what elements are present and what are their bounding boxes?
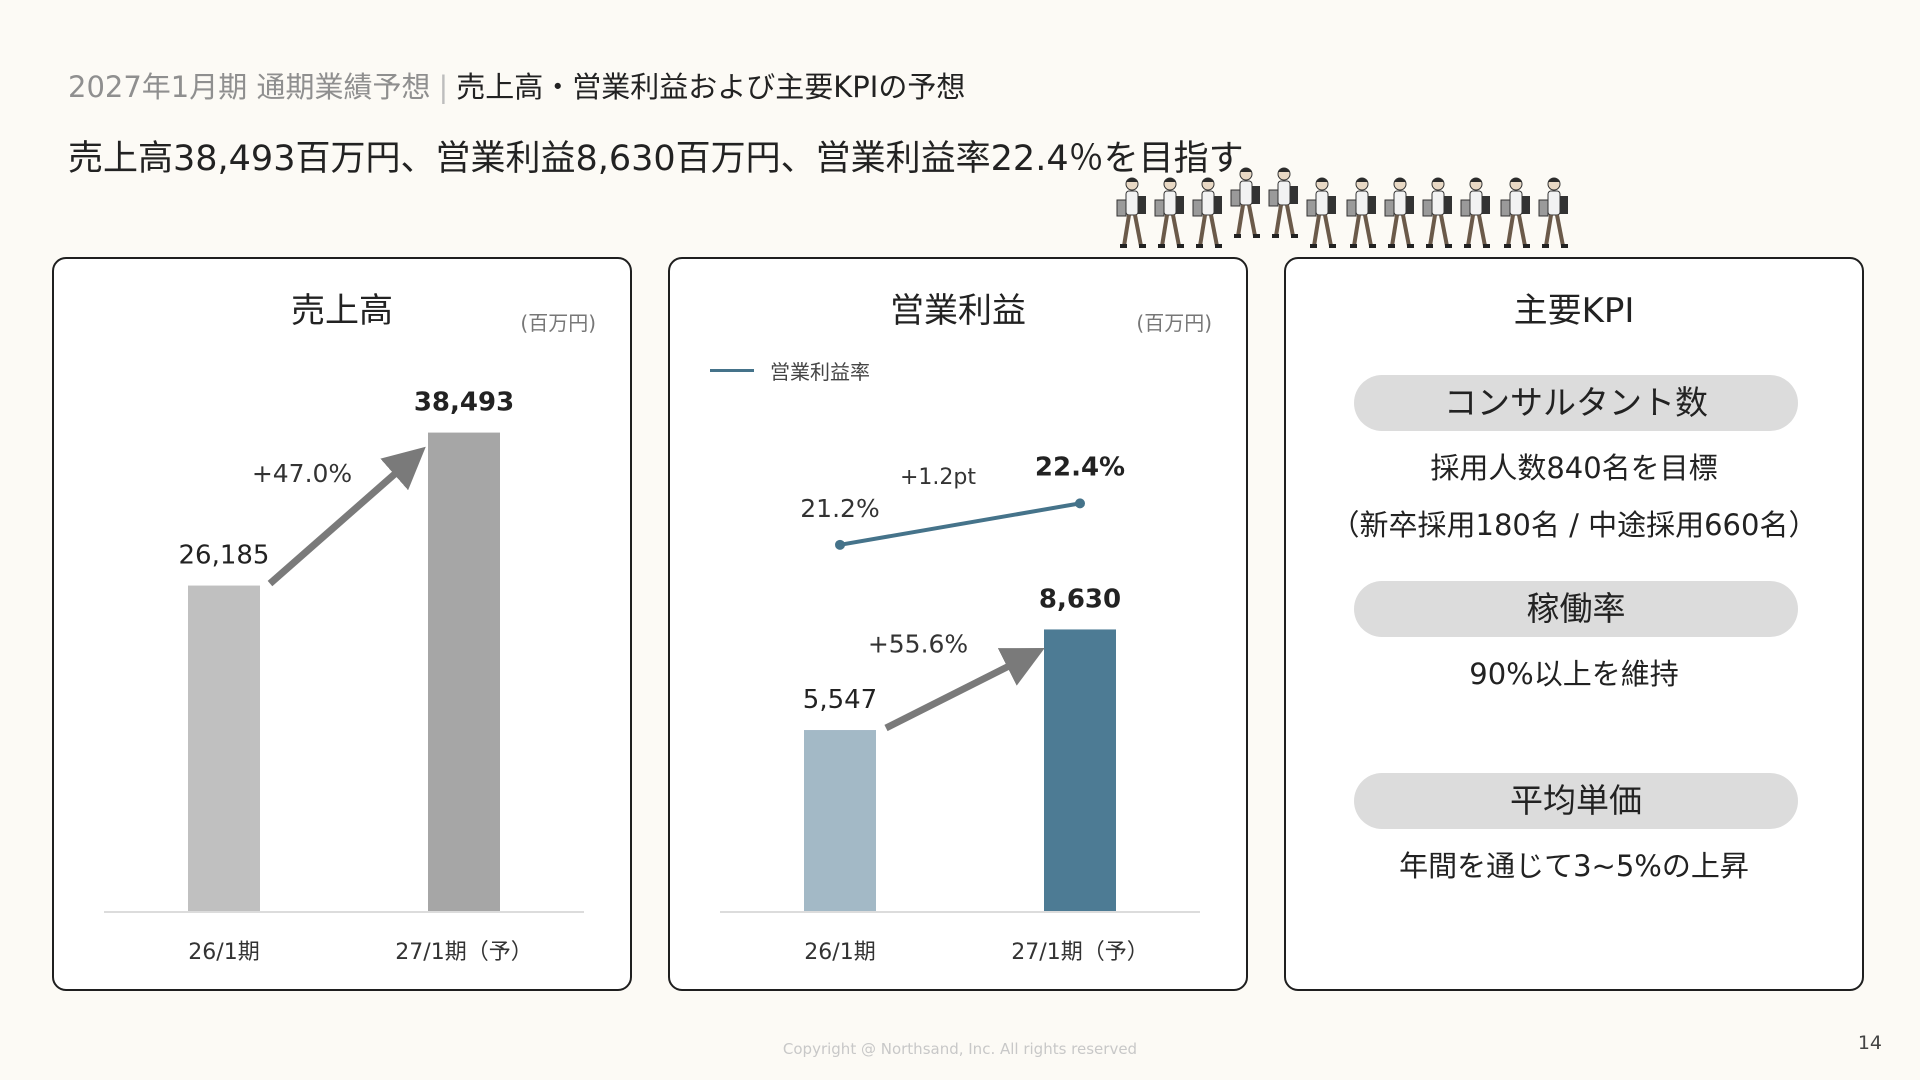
walking-people-illustration xyxy=(1116,167,1568,248)
walking-person-2 xyxy=(1192,177,1222,248)
operating-profit-margin-label-1: 22.4% xyxy=(1035,452,1125,482)
revenue-unit: (百万円) xyxy=(520,311,596,335)
operating-profit-margin-point-0 xyxy=(835,539,845,550)
walking-person-7 xyxy=(1384,177,1414,248)
operating-profit-value-label-0: 5,547 xyxy=(803,685,877,715)
walking-person-10 xyxy=(1500,177,1530,248)
kpi-utilization-line-1: 90%以上を維持 xyxy=(1469,657,1679,691)
operating-profit-unit: (百万円) xyxy=(1136,311,1212,335)
revenue-category-label-0: 26/1期 xyxy=(188,940,259,965)
walking-person-11 xyxy=(1538,177,1568,248)
revenue-chart: 26,185 26/1期 38,493 27/1期（予） +47.0% xyxy=(104,388,584,965)
walking-person-4 xyxy=(1268,167,1298,238)
kpi-consultants-label: コンサルタント数 xyxy=(1354,375,1798,431)
revenue-growth-arrow xyxy=(267,446,426,587)
operating-profit-margin-line xyxy=(839,501,1081,547)
kpi-consultants-line-2: （新卒採用180名 / 中途採用660名） xyxy=(1330,508,1818,542)
revenue-category-label-1: 27/1期（予） xyxy=(395,940,532,965)
walking-person-5 xyxy=(1306,177,1336,248)
revenue-chart-title: 売上高 xyxy=(291,291,393,331)
walking-person-0 xyxy=(1116,177,1146,248)
kpi-utilization-label: 稼働率 xyxy=(1354,581,1798,637)
legend-line-swatch xyxy=(710,369,754,372)
operating-profit-margin-delta-label: +1.2pt xyxy=(900,465,976,490)
kpi-panel: 主要KPI コンサルタント数 採用人数840名を目標 （新卒採用180名 / 中… xyxy=(1284,257,1864,991)
revenue-bar-1 xyxy=(428,432,500,911)
kpi-unit-price-label: 平均単価 xyxy=(1354,773,1798,829)
operating-profit-margin-point-1 xyxy=(1075,498,1085,509)
walking-person-1 xyxy=(1154,177,1184,248)
revenue-panel: 売上高 (百万円) 26,185 26/1期 38,493 27/1期（予） +47.0… xyxy=(52,257,632,991)
walking-person-9 xyxy=(1460,177,1490,248)
legend-label-margin: 営業利益率 xyxy=(770,360,870,384)
section-subtitle: 2027年1月期 通期業績予想 | 売上高・営業利益および主要KPIの予想 xyxy=(68,64,965,106)
revenue-bar-0 xyxy=(188,585,260,911)
operating-profit-bar-1 xyxy=(1044,629,1116,911)
walking-person-3 xyxy=(1230,167,1260,238)
subtitle-topic: 売上高・営業利益および主要KPIの予想 xyxy=(456,70,966,104)
subtitle-period: 2027年1月期 通期業績予想 xyxy=(68,70,431,104)
operating-profit-growth-label: +55.6% xyxy=(868,630,968,659)
operating-profit-category-label-0: 26/1期 xyxy=(804,940,875,965)
walking-person-6 xyxy=(1346,177,1376,248)
operating-profit-panel: 営業利益 (百万円) 営業利益率 5,547 26/1期 8,630 27/1期（予）… xyxy=(668,257,1248,991)
operating-profit-category-label-1: 27/1期（予） xyxy=(1011,940,1148,965)
page-number: 14 xyxy=(1857,1032,1882,1054)
walking-person-8 xyxy=(1422,177,1452,248)
operating-profit-bar-0 xyxy=(804,730,876,911)
kpi-consultants-line-1: 採用人数840名を目標 xyxy=(1430,451,1718,485)
revenue-growth-label: +47.0% xyxy=(252,459,352,488)
subtitle-separator: | xyxy=(438,70,449,104)
kpi-title: 主要KPI xyxy=(1513,291,1635,331)
revenue-value-label-1: 38,493 xyxy=(414,388,514,418)
operating-profit-growth-arrow xyxy=(884,647,1045,732)
operating-profit-margin-label-0: 21.2% xyxy=(800,494,879,523)
operating-profit-value-label-1: 8,630 xyxy=(1039,584,1121,614)
copyright-notice: Copyright @ Northsand, Inc. All rights r… xyxy=(782,1040,1138,1058)
operating-profit-chart: 5,547 26/1期 8,630 27/1期（予） +55.6% 21.2% 22.4% +… xyxy=(720,452,1200,965)
chart-legend: 営業利益率 xyxy=(710,356,870,385)
kpi-unit-price-line-1: 年間を通じて3~5%の上昇 xyxy=(1399,849,1749,883)
revenue-value-label-0: 26,185 xyxy=(179,541,270,571)
page-headline: 売上高38,493百万円、営業利益8,630百万円、営業利益率22.4％を目指す xyxy=(68,139,1244,179)
operating-profit-chart-title: 営業利益 xyxy=(890,291,1026,331)
